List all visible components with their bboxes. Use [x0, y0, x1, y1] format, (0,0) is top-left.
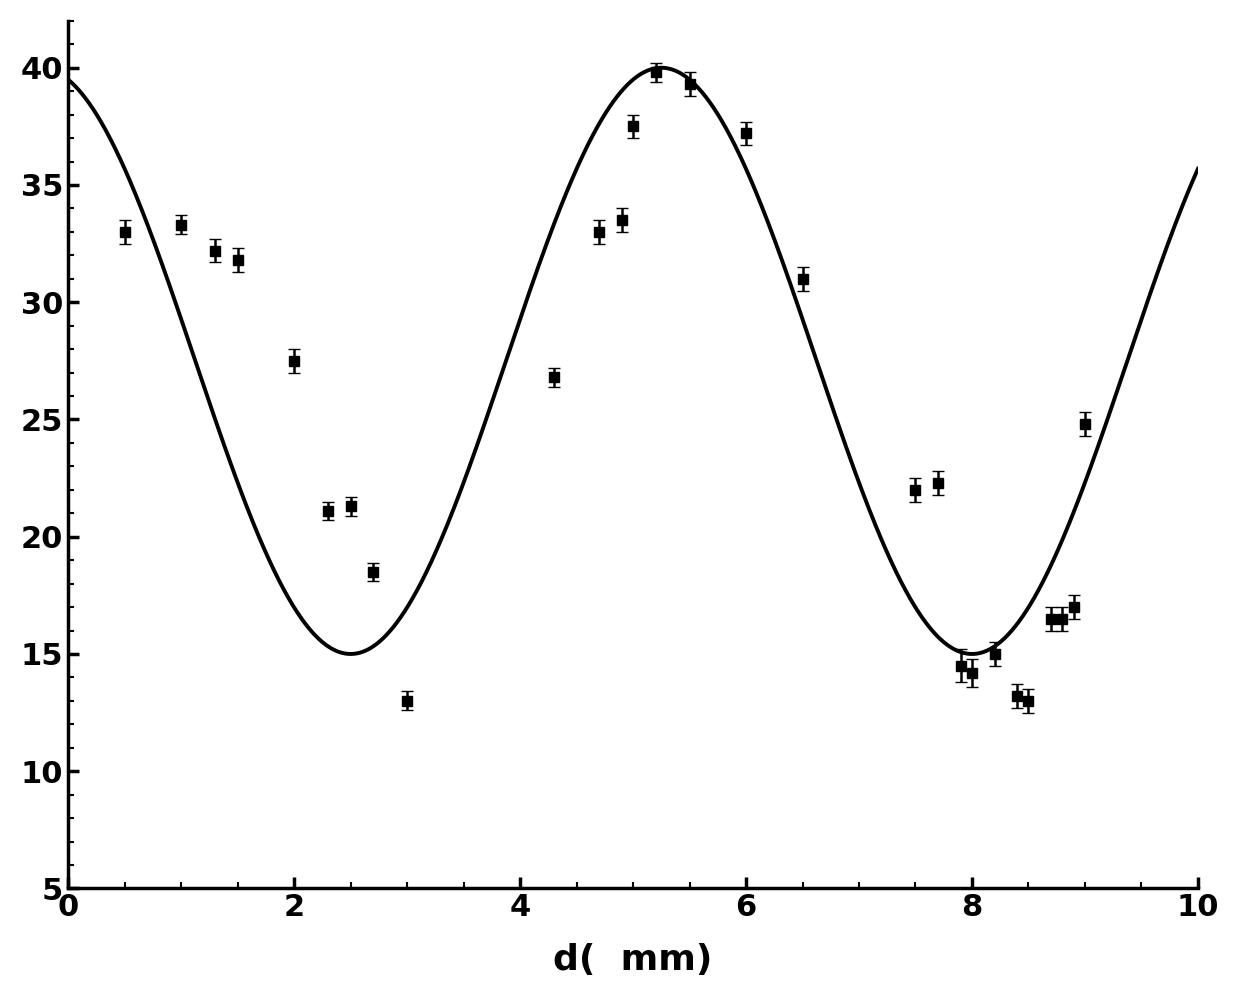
X-axis label: d(  mm): d( mm) [553, 943, 713, 977]
